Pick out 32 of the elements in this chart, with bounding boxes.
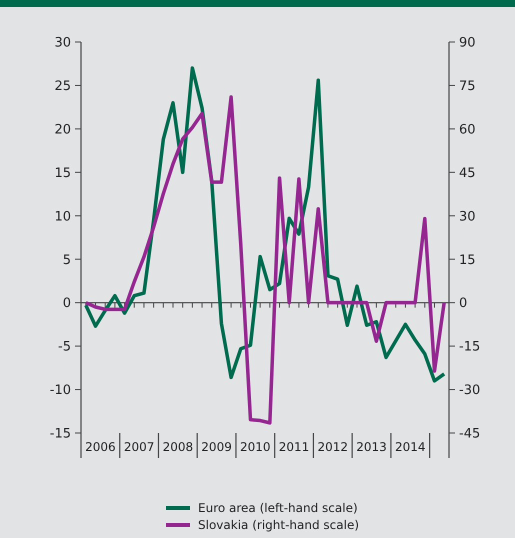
x-tick-label: 2011 (278, 440, 310, 454)
y-tick-label: 10 (54, 209, 71, 224)
y-tick-label: 15 (54, 166, 71, 181)
y-tick-label: 30 (54, 36, 71, 51)
y2-tick-label: 75 (459, 78, 476, 94)
y-tick-label: 0 (62, 296, 71, 312)
y2-tick-label: -45 (459, 426, 480, 442)
x-tick-label: 2013 (356, 440, 387, 454)
x-tick-label: 2014 (394, 440, 426, 454)
y-tick-label: -10 (50, 383, 71, 398)
y-tick-label: 20 (54, 122, 71, 138)
y-tick-label: 5 (62, 252, 71, 268)
y2-tick-label: 15 (459, 252, 476, 268)
legend-label: Slovakia (right-hand scale) (198, 518, 360, 532)
y2-tick-label: 60 (459, 122, 476, 138)
y-tick-label: 25 (54, 78, 71, 94)
x-tick-label: 2010 (240, 440, 271, 454)
line-series (84, 95, 446, 425)
y-tick-label: -5 (58, 340, 71, 355)
x-tick-label: 2012 (318, 440, 348, 454)
y-tick-label: -15 (50, 426, 71, 442)
legend-label: Euro area (left-hand scale) (198, 501, 358, 516)
x-tick-label: 2006 (85, 440, 116, 454)
x-tick-label: 2008 (162, 440, 194, 454)
y2-tick-label: 0 (459, 296, 468, 312)
y2-tick-label: 90 (459, 36, 476, 51)
y2-tick-label: 45 (459, 166, 476, 181)
x-tick-label: 2007 (124, 440, 154, 454)
y2-tick-label: -30 (459, 383, 480, 398)
x-tick-label: 2009 (201, 440, 232, 454)
y2-tick-label: 30 (459, 209, 476, 224)
y2-tick-label: -15 (459, 340, 480, 355)
